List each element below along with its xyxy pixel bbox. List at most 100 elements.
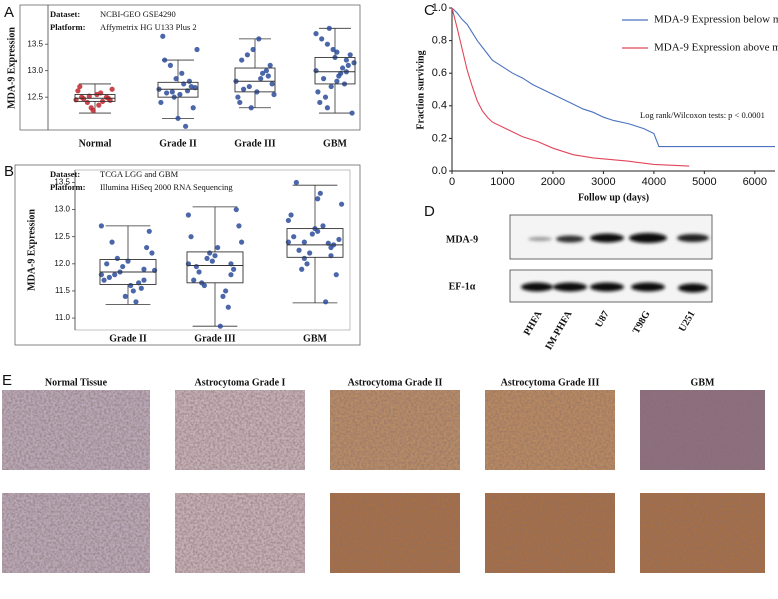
- data-point: [315, 196, 321, 202]
- x-tick-label: GBM: [323, 138, 347, 149]
- data-point: [177, 91, 183, 98]
- data-point: [237, 99, 243, 106]
- panel-letter: E: [2, 372, 12, 389]
- band: [629, 233, 667, 243]
- data-point: [175, 115, 181, 121]
- ihc-texture: [175, 493, 305, 573]
- data-point: [183, 123, 189, 129]
- data-point: [285, 217, 291, 224]
- data-point: [299, 266, 305, 272]
- data-point: [326, 25, 332, 31]
- data-point: [191, 277, 197, 283]
- y-axis-label: MDA-9 Expression: [26, 209, 37, 291]
- blot-row-label: MDA-9: [446, 234, 478, 245]
- platform: Illumina HiSeq 2000 RNA Sequencing: [100, 182, 233, 192]
- ihc-column-title: Normal Tissue: [45, 377, 108, 388]
- data-point: [167, 62, 173, 68]
- y-tick-label: 13.5: [54, 178, 70, 187]
- x-tick-label: Grade III: [234, 138, 276, 149]
- data-point: [215, 244, 221, 251]
- data-point: [324, 41, 330, 47]
- data-point: [162, 57, 168, 63]
- band: [678, 283, 708, 293]
- x-tick-label: 1000: [490, 176, 514, 188]
- data-point: [267, 62, 273, 68]
- data-point: [304, 261, 310, 267]
- data-point: [138, 285, 144, 291]
- x-tick-label: Grade II: [159, 138, 197, 149]
- data-point: [320, 223, 326, 229]
- y-tick-label: 12.5: [27, 92, 43, 101]
- data-point: [293, 179, 299, 186]
- blot-row-label: EF-1α: [449, 281, 476, 292]
- survival-curve: [451, 7, 690, 167]
- data-point: [260, 70, 266, 76]
- data-point: [75, 88, 81, 94]
- y-tick-label: 1.0: [432, 2, 447, 14]
- y-tick-label: 0.0: [432, 165, 447, 177]
- data-point: [345, 62, 351, 68]
- ihc-column-title: Astrocytoma Grade III: [501, 377, 600, 388]
- data-point: [207, 250, 213, 256]
- data-point: [339, 201, 345, 207]
- data-point: [122, 293, 128, 299]
- data-point: [236, 223, 242, 229]
- plot-frame: [74, 169, 351, 331]
- data-point: [351, 60, 357, 66]
- y-tick-label: 11.0: [55, 313, 71, 322]
- x-axis-label: Follow up (days): [578, 192, 649, 203]
- ihc-texture: [640, 390, 765, 470]
- y-tick-label: 12.5: [54, 232, 70, 241]
- box: [234, 67, 276, 93]
- data-point: [81, 96, 87, 102]
- data-point: [106, 274, 112, 280]
- data-point: [173, 76, 179, 82]
- ihc-texture: [2, 493, 150, 573]
- x-tick-label: 0: [449, 176, 455, 188]
- data-point: [133, 299, 139, 305]
- data-point: [317, 99, 323, 106]
- legend-label: MDA-9 Expression below median: [654, 14, 778, 26]
- data-point: [256, 36, 262, 42]
- y-tick-label: 0.6: [432, 67, 447, 79]
- band: [590, 282, 624, 292]
- data-point: [313, 68, 319, 74]
- y-tick-label: 11.5: [55, 286, 71, 295]
- panel-letter: B: [4, 163, 14, 180]
- data-point: [309, 231, 315, 237]
- data-point: [164, 90, 170, 96]
- box: [186, 251, 244, 284]
- lane-label: U87: [593, 309, 611, 329]
- data-point: [336, 236, 342, 243]
- data-point: [98, 223, 104, 229]
- x-tick-label: Grade III: [194, 333, 236, 344]
- data-point: [301, 255, 307, 262]
- data-point: [263, 68, 269, 74]
- data-point: [141, 277, 147, 283]
- data-point: [188, 234, 194, 240]
- dataset-label: Dataset:: [50, 169, 80, 179]
- data-point: [330, 46, 336, 53]
- data-point: [193, 263, 199, 270]
- data-point: [141, 266, 147, 272]
- data-point: [347, 52, 353, 58]
- data-point: [244, 52, 250, 58]
- box: [314, 56, 356, 85]
- x-tick-label: Grade II: [109, 333, 147, 344]
- data-point: [334, 78, 340, 84]
- data-point: [296, 247, 302, 253]
- data-point: [241, 86, 247, 92]
- data-point: [179, 70, 185, 76]
- x-tick-label: 2000: [541, 176, 565, 188]
- data-point: [248, 105, 254, 111]
- x-tick-label: 4000: [642, 176, 666, 188]
- data-point: [321, 76, 327, 82]
- data-point: [196, 269, 202, 275]
- panel-letter: C: [424, 2, 435, 19]
- platform: Affymetrix HG U133 Plus 2: [100, 22, 197, 32]
- data-point: [250, 46, 256, 53]
- data-point: [239, 57, 245, 63]
- panel-frame: [19, 4, 361, 131]
- dataset: TCGA LGG and GBM: [100, 169, 179, 179]
